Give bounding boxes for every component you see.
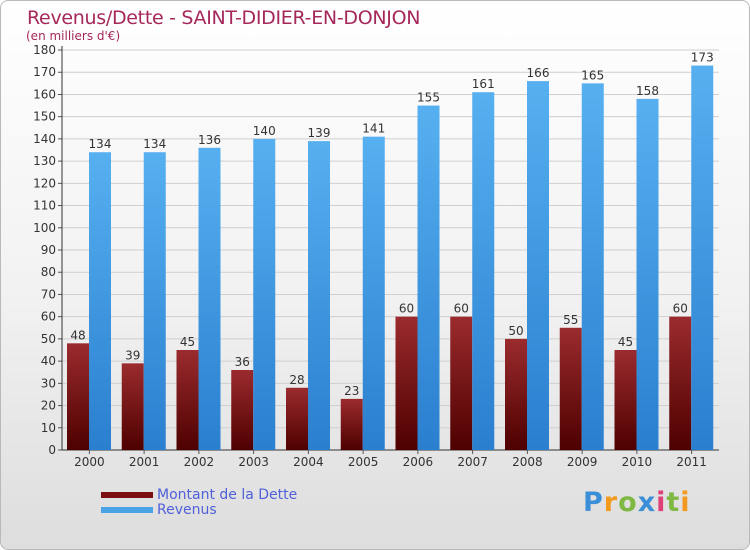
bar-dette-2006 [395, 316, 418, 450]
bar-revenus-2010 [636, 98, 659, 450]
logo-letter: t [666, 487, 681, 518]
logo-letter: P [583, 487, 604, 518]
y-tick-label-130: 130 [33, 154, 56, 168]
data-label-dette-2006: 60 [399, 302, 414, 316]
y-tick-label-0: 0 [48, 443, 56, 457]
bar-revenus-2008 [527, 81, 549, 450]
data-label-revenus-2008: 166 [527, 66, 550, 80]
y-tick-label-80: 80 [41, 265, 56, 279]
bar-dette-2010 [614, 350, 637, 450]
chart-subtitle: (en milliers d'€) [26, 29, 121, 43]
bar-dette-2003 [231, 370, 254, 450]
legend-swatch-dette [101, 492, 153, 498]
x-tick-label-2008: 2008 [512, 455, 543, 469]
data-label-revenus-2004: 139 [308, 126, 331, 140]
y-tick-label-150: 150 [33, 110, 56, 124]
x-tick-label-2001: 2001 [129, 455, 160, 469]
x-tick-label-2000: 2000 [74, 455, 105, 469]
x-tick-label-2003: 2003 [238, 455, 269, 469]
legend-item-revenus: Revenus [101, 502, 217, 518]
y-tick-label-160: 160 [33, 87, 56, 101]
data-label-dette-2010: 45 [618, 335, 633, 349]
logo-letter: x [637, 487, 657, 518]
bar-revenus-2005 [362, 136, 385, 450]
bar-dette-2000 [67, 343, 89, 450]
data-label-revenus-2009: 165 [581, 68, 604, 82]
bar-revenus-2003 [253, 138, 276, 450]
y-tick-label-110: 110 [33, 199, 56, 213]
logo-letter: r [603, 487, 619, 518]
y-tick-label-50: 50 [41, 332, 56, 346]
data-label-dette-2004: 28 [289, 373, 304, 387]
data-label-revenus-2011: 173 [691, 51, 714, 65]
data-label-revenus-2007: 161 [472, 77, 495, 91]
y-tick-label-40: 40 [41, 354, 56, 368]
data-label-dette-2002: 45 [180, 335, 195, 349]
data-label-dette-2001: 39 [125, 348, 140, 362]
bar-dette-2009 [559, 327, 582, 450]
y-tick-label-120: 120 [33, 176, 56, 190]
legend-label-revenus: Revenus [157, 502, 217, 518]
data-label-revenus-2010: 158 [636, 84, 659, 98]
data-label-revenus-2003: 140 [253, 124, 276, 138]
bar-dette-2001 [121, 363, 144, 450]
y-tick-label-90: 90 [41, 243, 56, 257]
y-tick-label-100: 100 [33, 221, 56, 235]
data-label-dette-2003: 36 [235, 355, 250, 369]
bar-revenus-2007 [472, 92, 495, 450]
logo-letter: i [656, 487, 667, 518]
data-label-revenus-2000: 134 [89, 137, 112, 151]
y-tick-label-180: 180 [33, 43, 56, 57]
y-tick-label-170: 170 [33, 65, 56, 79]
x-tick-label-2011: 2011 [676, 455, 707, 469]
bar-revenus-2011 [691, 65, 714, 451]
legend-label-dette: Montant de la Dette [157, 487, 298, 503]
proxiti-logo: Proxiti [583, 487, 691, 518]
data-label-revenus-2001: 134 [143, 137, 166, 151]
x-tick-label-2005: 2005 [348, 455, 379, 469]
bar-revenus-2009 [581, 83, 604, 450]
bar-revenus-2000 [89, 152, 111, 450]
data-label-dette-2000: 48 [70, 328, 85, 342]
bar-revenus-2004 [308, 141, 330, 450]
data-label-revenus-2005: 141 [362, 122, 385, 136]
x-tick-label-2004: 2004 [293, 455, 324, 469]
data-label-dette-2007: 60 [454, 302, 469, 316]
bar-dette-2011 [669, 316, 692, 450]
bar-revenus-2002 [198, 147, 221, 450]
x-tick-label-2006: 2006 [403, 455, 434, 469]
y-tick-label-60: 60 [41, 310, 56, 324]
bar-revenus-2006 [417, 105, 440, 451]
y-tick-label-20: 20 [41, 399, 56, 413]
data-label-revenus-2002: 136 [198, 133, 221, 147]
chart-title: Revenus/Dette - SAINT-DIDIER-EN-DONJON [27, 7, 421, 29]
data-label-dette-2009: 55 [563, 313, 578, 327]
bar-dette-2007 [450, 316, 473, 450]
y-tick-label-10: 10 [41, 421, 56, 435]
bar-revenus-2001 [143, 152, 166, 450]
y-tick-label-70: 70 [41, 287, 56, 301]
logo-letter: o [618, 487, 638, 518]
x-tick-label-2007: 2007 [457, 455, 488, 469]
legend-item-dette: Montant de la Dette [101, 487, 298, 503]
bar-dette-2008 [505, 338, 527, 450]
legend-swatch-revenus [101, 507, 153, 513]
data-label-dette-2008: 50 [508, 324, 523, 338]
x-tick-label-2009: 2009 [567, 455, 598, 469]
y-tick-label-140: 140 [33, 132, 56, 146]
x-tick-label-2010: 2010 [622, 455, 653, 469]
data-label-dette-2005: 23 [344, 384, 359, 398]
bar-dette-2002 [176, 350, 199, 450]
x-tick-label-2002: 2002 [184, 455, 215, 469]
bar-dette-2005 [340, 398, 363, 450]
logo-letter: i [680, 487, 691, 518]
bar-dette-2004 [286, 387, 308, 450]
data-label-revenus-2006: 155 [417, 91, 440, 105]
y-tick-label-30: 30 [41, 376, 56, 390]
data-label-dette-2011: 60 [673, 302, 688, 316]
